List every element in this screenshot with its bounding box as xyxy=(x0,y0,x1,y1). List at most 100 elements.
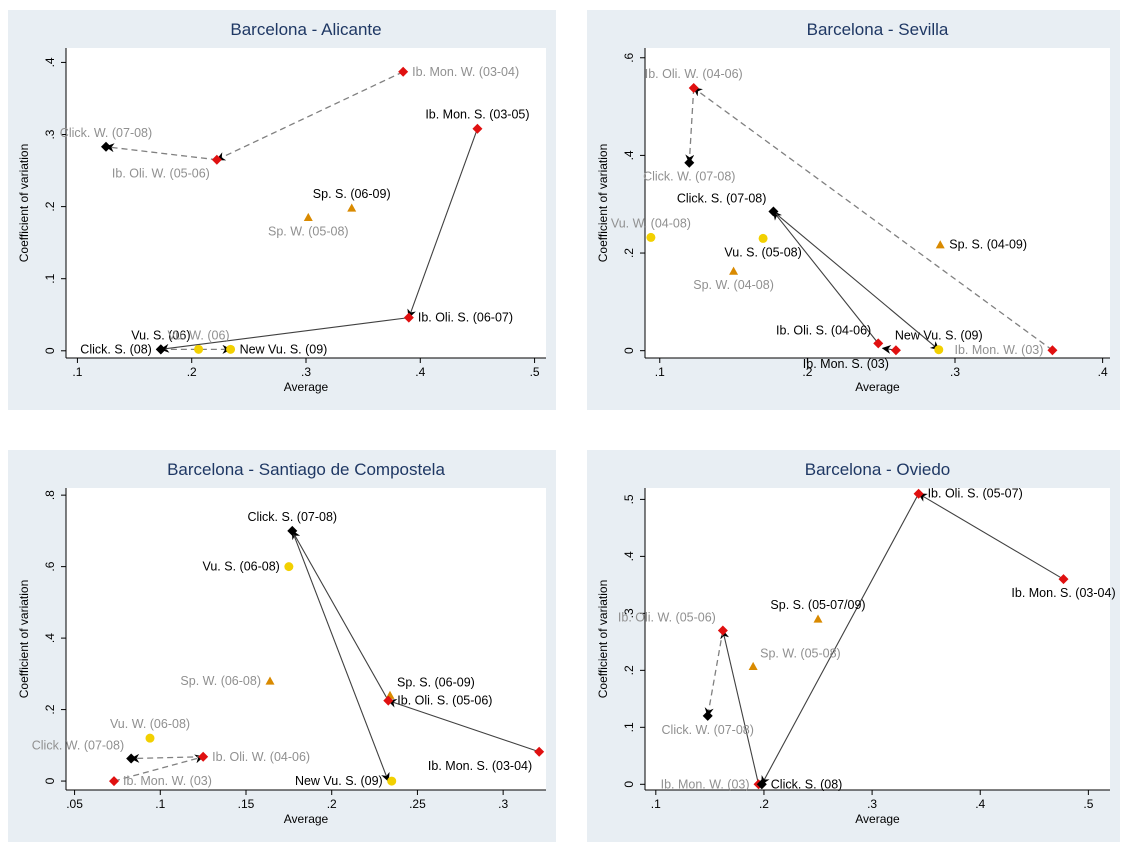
y-tick-label: .6 xyxy=(43,561,57,571)
chart-title: Barcelona - Sevilla xyxy=(807,20,949,39)
y-axis-label: Coefficient of variation xyxy=(17,144,31,263)
x-tick-label: .4 xyxy=(975,797,985,811)
data-label: Click. W. (07-08) xyxy=(662,723,754,737)
y-tick-label: 0 xyxy=(43,777,57,784)
x-tick-label: .05 xyxy=(66,797,83,811)
x-tick-label: .3 xyxy=(301,365,311,379)
x-tick-label: .2 xyxy=(802,365,812,379)
chart-panel-alicante: Barcelona - Alicante .1 .2 .3 .4 .5 0 .1 .2 .3 .4 A… xyxy=(8,10,556,410)
x-tick-label: .4 xyxy=(415,365,425,379)
x-tick-label: .2 xyxy=(187,365,197,379)
data-point xyxy=(702,710,713,721)
x-tick-label: .5 xyxy=(1083,797,1093,811)
chart-panel-santiago: Barcelona - Santiago de Compostela .05 .1.… xyxy=(8,450,556,842)
data-point xyxy=(934,345,944,355)
y-tick-label: .1 xyxy=(622,722,636,732)
data-point xyxy=(101,141,111,152)
data-label: Ib. Oli. S. (05-07) xyxy=(928,487,1023,501)
data-label: Sp. W. (06-08) xyxy=(180,674,261,688)
x-axis-label: Average xyxy=(284,380,329,394)
x-tick-label: .3 xyxy=(950,365,960,379)
data-label: Click. W. (07-08) xyxy=(32,739,124,753)
x-tick-label: .15 xyxy=(238,797,255,811)
data-point xyxy=(387,776,397,786)
data-label: Sp. S. (05-07/09) xyxy=(770,598,865,612)
y-tick-label: .2 xyxy=(622,248,636,258)
y-tick-label: .4 xyxy=(622,150,636,160)
data-label: Vu. W. (06) xyxy=(168,328,230,342)
data-label: Ib. Mon. W. (03-04) xyxy=(412,65,519,79)
y-tick-label: .2 xyxy=(622,665,636,675)
data-point xyxy=(717,625,728,636)
trajectory-arrow xyxy=(761,493,920,786)
data-label: Vu. S. (06) xyxy=(131,328,190,342)
y-tick-label: 0 xyxy=(43,347,57,354)
data-label: Vu. W. (06-08) xyxy=(110,717,190,731)
data-point xyxy=(145,733,155,743)
y-tick-label: .5 xyxy=(622,494,636,504)
data-point xyxy=(109,776,119,787)
y-tick-label: .4 xyxy=(43,633,57,643)
y-tick-label: .2 xyxy=(43,704,57,714)
data-label: Ib. Oli. S. (05-06) xyxy=(397,694,492,708)
data-point xyxy=(398,66,409,77)
data-label: Ib. Mon. S. (03-04) xyxy=(428,759,532,773)
y-axis-label: Coefficient of variation xyxy=(17,580,31,699)
plot-area xyxy=(645,48,1110,358)
data-point xyxy=(756,779,767,790)
x-axis-label: Average xyxy=(284,812,329,826)
y-tick-label: .8 xyxy=(43,490,57,500)
x-tick-label: .2 xyxy=(327,797,337,811)
data-label: Ib. Oli. W. (04-06) xyxy=(645,67,743,81)
data-label: Sp. W. (04-08) xyxy=(693,278,774,292)
data-label: Ib. Oli. W. (04-06) xyxy=(212,750,310,764)
data-label: Sp. W. (05-08) xyxy=(760,646,841,660)
chart-title: Barcelona - Santiago de Compostela xyxy=(167,460,445,479)
trajectory-arrow xyxy=(773,211,940,351)
trajectory-arrow xyxy=(720,629,760,785)
data-point xyxy=(198,751,209,762)
data-point xyxy=(813,614,823,623)
data-point xyxy=(472,123,483,134)
trajectory-arrow xyxy=(291,530,389,701)
x-tick-label: .1 xyxy=(655,365,665,379)
data-point xyxy=(155,344,166,355)
data-label: Sp. S. (06-09) xyxy=(397,675,475,689)
chart-svg: Barcelona - Alicante .1 .2 .3 .4 .5 0 .1 .2 .3 .4 A… xyxy=(8,10,556,410)
data-point xyxy=(729,266,739,275)
data-label: Ib. Mon. S. (03) xyxy=(803,357,889,371)
data-point xyxy=(684,157,695,168)
trajectory-arrow xyxy=(917,493,1064,580)
trajectory-arrow xyxy=(407,128,478,319)
x-tick-label: .5 xyxy=(530,365,540,379)
y-axis-label: Coefficient of variation xyxy=(596,144,610,263)
x-tick-label: .1 xyxy=(72,365,82,379)
plot-area xyxy=(66,48,546,358)
data-label: Sp. S. (06-09) xyxy=(313,187,391,201)
data-label: Click. S. (07-08) xyxy=(677,192,767,206)
y-tick-label: 0 xyxy=(622,347,636,354)
plot-area xyxy=(645,488,1110,790)
data-point xyxy=(1058,574,1069,585)
data-label: Sp. S. (04-09) xyxy=(949,238,1027,252)
data-label: Click. S. (08) xyxy=(80,342,152,356)
y-tick-label: .6 xyxy=(622,52,636,62)
data-point xyxy=(284,562,294,572)
trajectory-arrow xyxy=(685,87,695,164)
data-label: Click. W. (07-08) xyxy=(60,126,152,140)
data-label: Ib. Oli. S. (04-06) xyxy=(776,323,871,337)
data-point xyxy=(126,753,137,764)
data-point xyxy=(748,661,758,670)
y-tick-label: .2 xyxy=(43,201,57,211)
data-point xyxy=(287,525,298,536)
chart-svg: Barcelona - Sevilla .1 .2 .3 .4 0 .2 .4 .6 Averag… xyxy=(587,10,1120,410)
x-tick-label: .1 xyxy=(155,797,165,811)
data-label: Vu. W. (04-08) xyxy=(611,216,691,230)
data-label: Click. S. (07-08) xyxy=(247,510,337,524)
x-axis-label: Average xyxy=(855,380,900,394)
x-tick-label: .3 xyxy=(498,797,508,811)
trajectory-arrow xyxy=(387,698,540,753)
data-point xyxy=(1047,345,1058,356)
x-tick-label: .3 xyxy=(867,797,877,811)
y-tick-label: .4 xyxy=(622,551,636,561)
